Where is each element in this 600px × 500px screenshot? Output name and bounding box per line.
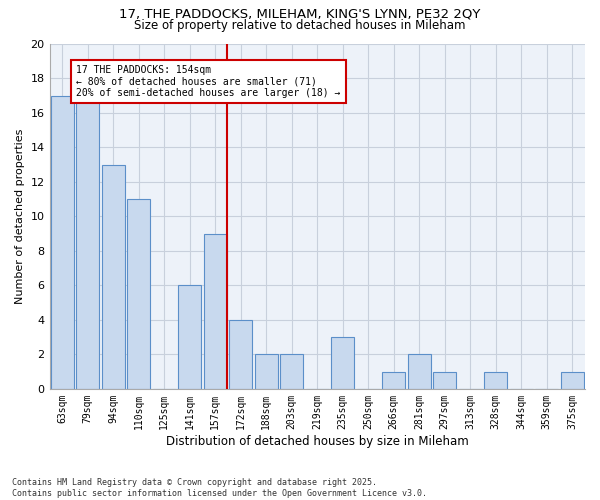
Y-axis label: Number of detached properties: Number of detached properties xyxy=(15,128,25,304)
Bar xyxy=(76,96,99,389)
Bar xyxy=(433,372,456,389)
X-axis label: Distribution of detached houses by size in Mileham: Distribution of detached houses by size … xyxy=(166,434,469,448)
Text: Contains HM Land Registry data © Crown copyright and database right 2025.
Contai: Contains HM Land Registry data © Crown c… xyxy=(12,478,427,498)
Bar xyxy=(127,199,150,389)
Bar xyxy=(484,372,507,389)
Bar xyxy=(178,286,201,389)
Bar xyxy=(331,337,354,389)
Text: 17, THE PADDOCKS, MILEHAM, KING'S LYNN, PE32 2QY: 17, THE PADDOCKS, MILEHAM, KING'S LYNN, … xyxy=(119,8,481,20)
Text: Size of property relative to detached houses in Mileham: Size of property relative to detached ho… xyxy=(134,19,466,32)
Bar xyxy=(408,354,431,389)
Bar xyxy=(204,234,227,389)
Bar xyxy=(255,354,278,389)
Text: 17 THE PADDOCKS: 154sqm
← 80% of detached houses are smaller (71)
20% of semi-de: 17 THE PADDOCKS: 154sqm ← 80% of detache… xyxy=(76,64,341,98)
Bar xyxy=(382,372,405,389)
Bar xyxy=(561,372,584,389)
Bar xyxy=(280,354,303,389)
Bar xyxy=(102,164,125,389)
Bar xyxy=(229,320,252,389)
Bar xyxy=(51,96,74,389)
